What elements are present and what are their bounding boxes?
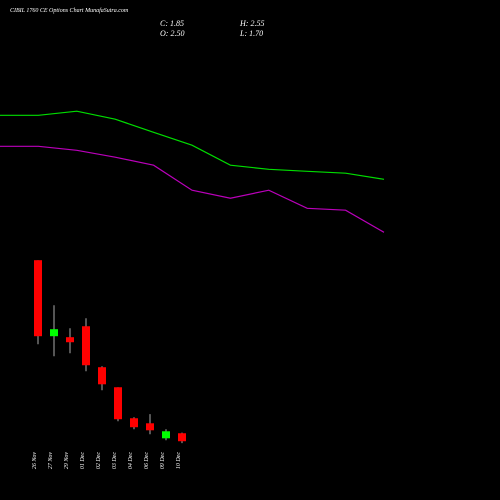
indicator-line [0,110,385,180]
candle-body [162,431,170,439]
x-tick-label: 27 Nov [48,452,54,470]
x-tick-label: 03 Dec [112,452,118,469]
candle-body [98,367,106,385]
candle-body [50,329,58,337]
open-label: O: 2.50 [160,29,184,38]
x-tick-label: 09 Dec [160,452,166,469]
x-tick-label: 26 Nov [32,452,38,470]
candle-body [178,433,186,442]
candle-body [34,260,42,337]
candle-body [146,423,154,431]
x-tick-label: 06 Dec [144,452,150,469]
candle-body [66,337,74,343]
close-label: C: 1.85 [160,19,184,28]
candle-body [130,418,138,428]
x-tick-label: 04 Dec [127,452,134,469]
x-tick-label: 01 Dec [80,452,86,469]
candle-body [114,387,122,420]
low-label: L: 1.70 [239,29,263,38]
indicator-line [0,145,385,233]
x-tick-label: 02 Dec [96,452,102,469]
x-tick-label: 29 Nov [64,452,70,470]
chart-title: CIBIL 1760 CE Options Chart MunafaSutra.… [10,7,129,14]
high-label: H: 2.55 [239,19,264,28]
candle-body [82,326,90,366]
x-tick-label: 10 Dec [176,452,182,469]
